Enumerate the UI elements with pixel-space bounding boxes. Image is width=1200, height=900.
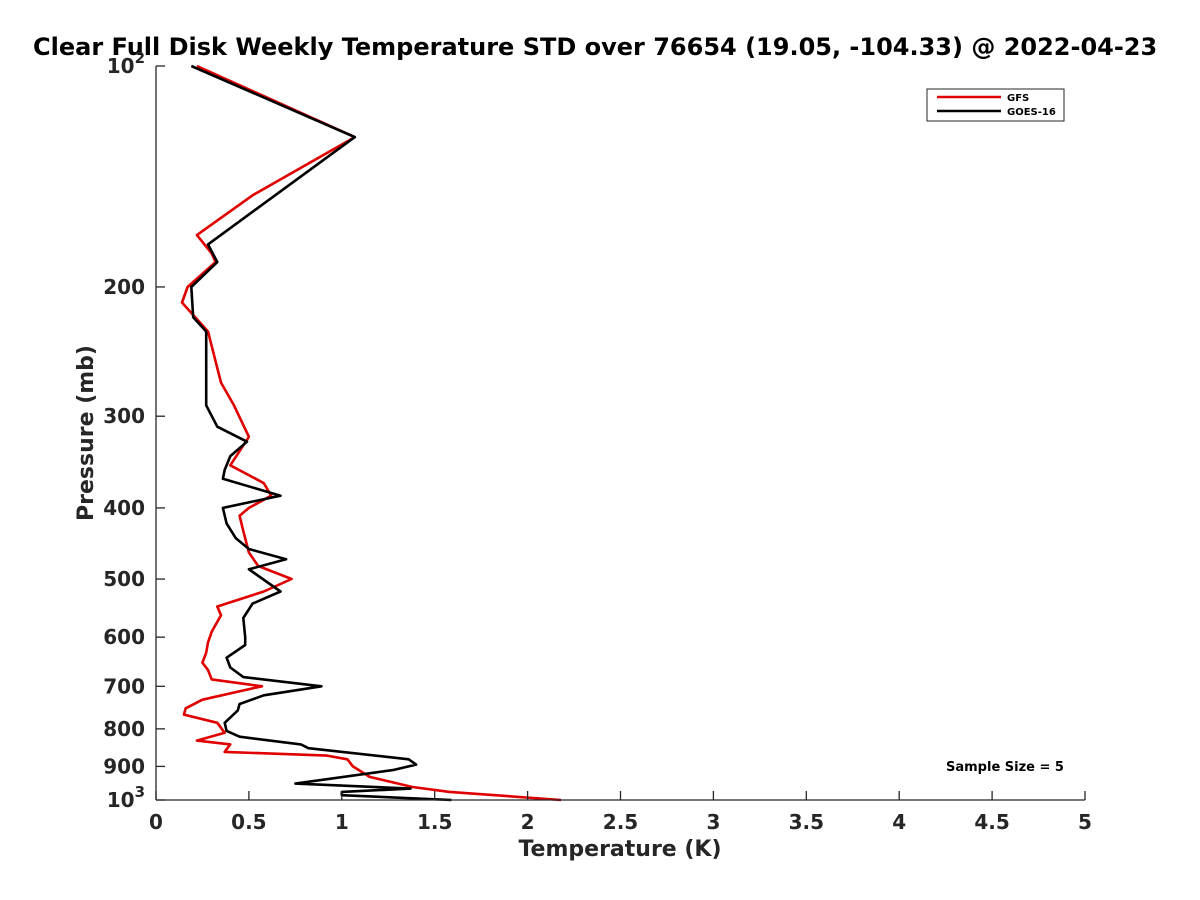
y-tick-label: 900 [103, 754, 145, 778]
plot-lines [180, 64, 562, 802]
x-axis-label: Temperature (K) [518, 837, 721, 862]
x-tick-label: 0 [149, 810, 163, 834]
sample-size-annotation: Sample Size = 5 [946, 760, 1064, 775]
x-tick-label: 3 [706, 810, 720, 834]
y-tick-label: 800 [103, 717, 145, 741]
y-axis-ticks: 102 200 300 400 500 600 700 800 900 103 [103, 49, 165, 812]
legend: GFS GOES-16 [926, 88, 1065, 122]
x-axis-ticks: 0 0.5 1 1.5 2 2.5 3 3.5 4 4.5 5 [149, 791, 1092, 834]
y-tick-label: 500 [103, 567, 145, 591]
y-axis-label: Pressure (mb) [74, 345, 99, 521]
x-tick-label: 0.5 [231, 810, 266, 834]
x-tick-label: 4.5 [974, 810, 1009, 834]
x-tick-label: 1.5 [417, 810, 452, 834]
series-line-gfs [180, 64, 562, 802]
y-tick-label: 300 [103, 404, 145, 428]
x-tick-label: 2 [521, 810, 535, 834]
y-tick-label: 200 [103, 275, 145, 299]
x-tick-label: 5 [1078, 810, 1092, 834]
x-tick-label: 4 [892, 810, 906, 834]
x-tick-label: 1 [335, 810, 349, 834]
x-tick-label: 2.5 [603, 810, 638, 834]
x-tick-label: 3.5 [789, 810, 824, 834]
legend-box [926, 88, 1065, 122]
y-tick-label: 102 [107, 49, 145, 78]
legend-label-gfs: GFS [1007, 93, 1029, 104]
chart-title: Clear Full Disk Weekly Temperature STD o… [33, 33, 1157, 61]
legend-label-goes16: GOES-16 [1007, 107, 1056, 118]
y-tick-label: 103 [107, 783, 145, 812]
y-tick-label: 400 [103, 496, 145, 520]
series-line-goes16 [190, 64, 452, 802]
y-tick-label: 700 [103, 674, 145, 698]
y-tick-label: 600 [103, 625, 145, 649]
